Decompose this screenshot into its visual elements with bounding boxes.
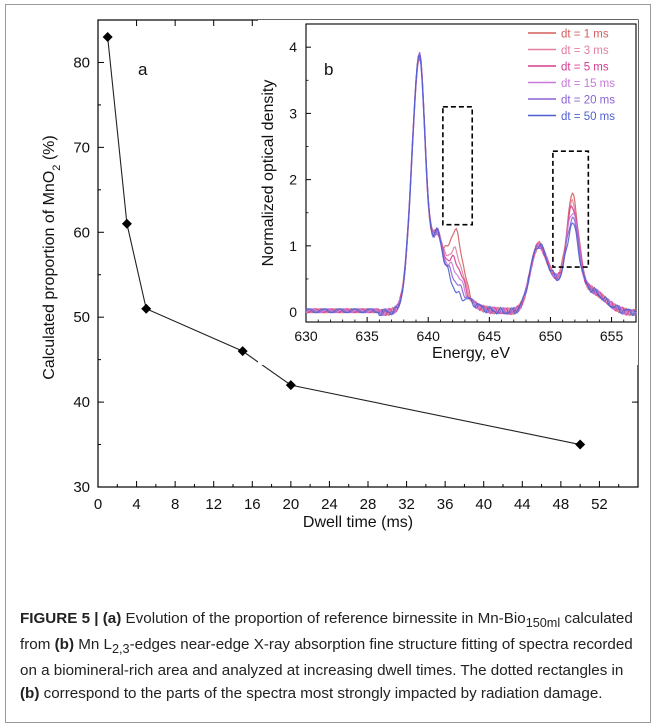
panel-b-y-tick-label: 2	[289, 172, 297, 188]
panel-a-y-axis-label: Calculated proportion of MnO2 (%)	[41, 135, 63, 379]
caption-figure-label: FIGURE 5 |	[20, 610, 99, 627]
panel-a-label: a	[138, 60, 148, 79]
panel-a-x-tick-label: 4	[132, 496, 140, 513]
caption-sub-1: 150ml	[525, 616, 561, 631]
panel-b-x-tick-label: 645	[478, 328, 502, 344]
caption-a-tag: (a)	[102, 610, 122, 627]
panel-b-legend-label: dt = 1 ms	[561, 29, 609, 41]
caption-sub-2: 2,3	[112, 642, 130, 657]
panel-a-x-tick-label: 12	[205, 496, 222, 513]
caption-b-tag-2: (b)	[20, 684, 40, 702]
panel-b-plot-frame	[305, 23, 637, 323]
panel-b-y-tick-label: 0	[289, 304, 297, 320]
panel-b-dotted-rectangle	[442, 105, 474, 226]
panel-b-legend-label: dt = 3 ms	[561, 45, 609, 57]
panel-b-x-tick-label: 650	[539, 328, 563, 344]
caption-text-4: -edges near-edge X-ray absorption fine s…	[20, 636, 633, 680]
panel-b-y-tick-label: 3	[289, 105, 297, 121]
caption-text-5: correspond to the parts of the spectra m…	[39, 684, 603, 702]
panel-a-y-tick-label: 40	[73, 394, 90, 411]
panel-b-x-axis-label: Energy, eV	[432, 345, 510, 362]
panel-a-data-point	[102, 31, 113, 42]
panel-b-background	[258, 20, 638, 365]
figure-caption: FIGURE 5 | (a) Evolution of the proporti…	[20, 608, 640, 705]
panel-a-y-tick-label: 70	[73, 139, 90, 156]
panel-a-x-tick-label: 40	[475, 496, 492, 513]
panel-b-label: b	[324, 60, 333, 79]
panel-a-x-tick-label: 48	[553, 496, 570, 513]
caption-b-tag: (b)	[54, 636, 75, 654]
panel-b-chart: 630 635 640 645 650 655 0 1 2 3 4 Energy, eV Normali…	[258, 20, 638, 365]
panel-a-x-tick-label: 32	[398, 496, 415, 513]
panel-a-x-tick-label: 20	[283, 496, 300, 513]
panel-a-x-tick-label: 36	[437, 496, 454, 513]
panel-a-x-tick-label: 28	[360, 496, 377, 513]
panel-b-legend-label: dt = 15 ms	[561, 78, 615, 90]
panel-a-y-tick-label: 50	[73, 309, 90, 326]
panel-a-x-tick-label: 24	[321, 496, 338, 513]
panel-a-data-point	[141, 303, 152, 314]
panel-a-data-point	[237, 346, 248, 357]
panel-b-legend-label: dt = 50 ms	[561, 111, 615, 123]
panel-b-legend-label: dt = 20 ms	[561, 95, 615, 107]
panel-a-data-point	[121, 218, 132, 229]
panel-a-x-tick-label: 52	[591, 496, 608, 513]
panel-a-y-tick-label: 60	[73, 224, 90, 241]
caption-text-3: Mn L	[74, 636, 112, 654]
figure-charts: 0 4 8 12 16 20 24 28 32 36 40 44 48 52304050607080Dwe…	[41, 19, 639, 531]
panel-b-y-tick-label: 4	[289, 39, 297, 55]
panel-a-data-point	[285, 380, 296, 391]
panel-b-x-tick-label: 640	[417, 328, 441, 344]
panel-b-x-tick-label: 655	[600, 328, 624, 344]
panel-b-y-axis-label: Normalized optical density	[260, 80, 277, 267]
caption-text-2: calculated from	[20, 610, 633, 654]
panel-a-x-tick-label: 16	[244, 496, 261, 513]
panel-b-series-line	[305, 55, 637, 317]
panel-b-x-tick-label: 635	[355, 328, 379, 344]
caption-text-1: Evolution of the proportion of reference…	[121, 610, 526, 627]
panel-a-data-point	[575, 439, 586, 450]
panel-b-dotted-rectangle	[552, 150, 590, 268]
panel-a-y-tick-label: 30	[73, 479, 90, 496]
panel-a-x-tick-label: 8	[171, 496, 179, 513]
panel-b-legend-label: dt = 5 ms	[561, 62, 609, 74]
panel-b-y-tick-label: 1	[289, 238, 297, 254]
panel-a-x-axis-label: Dwell time (ms)	[303, 514, 413, 531]
panel-a-x-tick-label: 44	[514, 496, 531, 513]
panel-a-y-tick-label: 80	[73, 54, 90, 71]
panel-b-x-tick-label: 630	[294, 328, 318, 344]
panel-a-x-tick-label: 0	[94, 496, 102, 513]
panel-a-series-line	[107, 36, 581, 446]
